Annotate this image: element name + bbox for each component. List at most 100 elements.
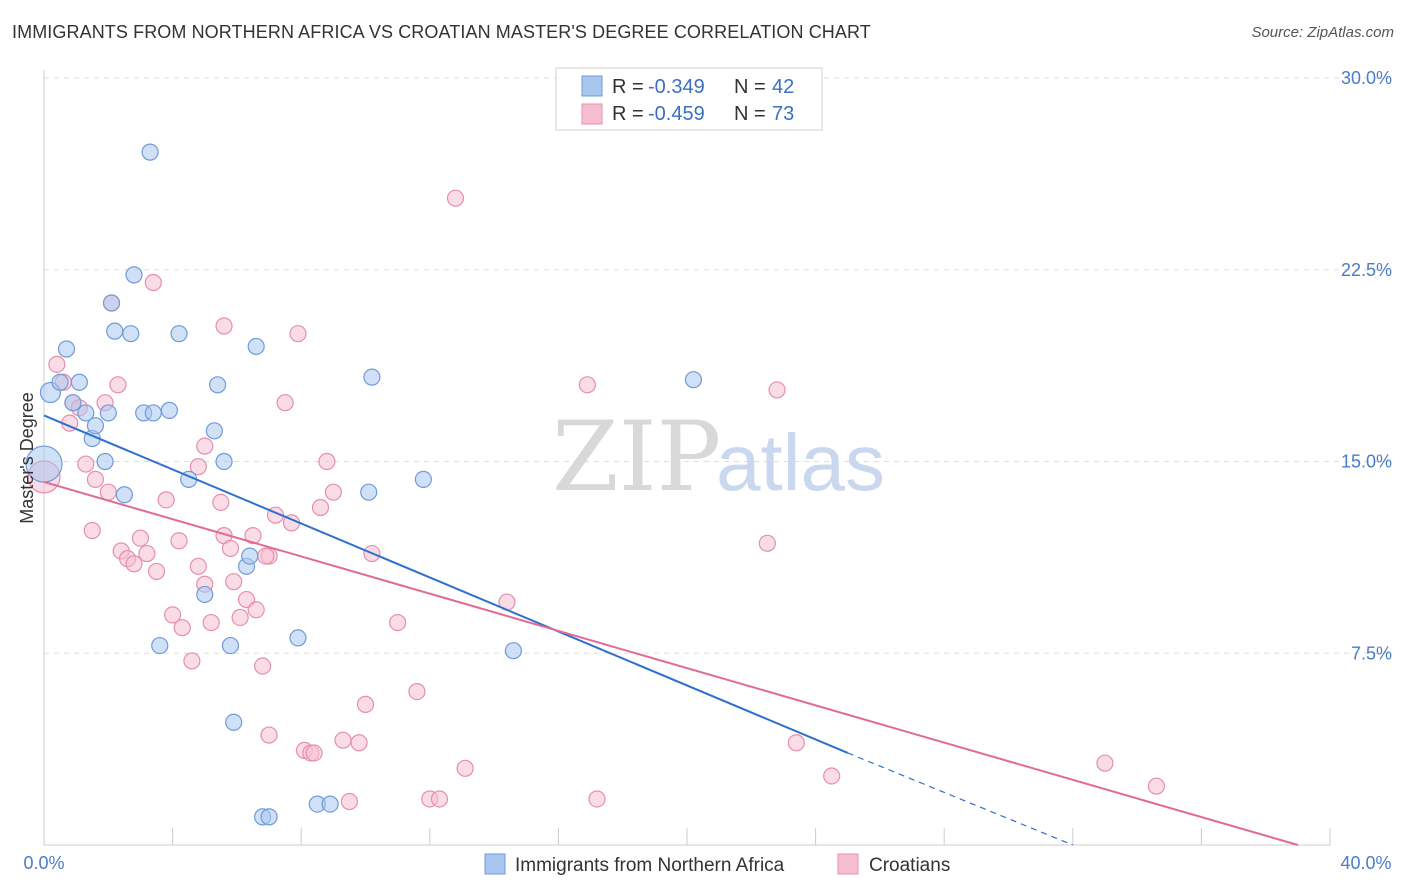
croatians-point <box>823 767 841 785</box>
northern-africa-point <box>225 713 243 731</box>
croatians-point <box>189 458 207 476</box>
croatians-point <box>289 325 307 343</box>
croatians-point <box>99 483 117 501</box>
northern-africa-point <box>96 452 114 471</box>
northern-africa-point <box>99 404 117 422</box>
croatians-point <box>446 189 465 207</box>
northern-africa-point <box>122 325 140 343</box>
croatians-point <box>173 619 191 637</box>
legend-r-label-pink: R = <box>612 103 644 125</box>
croatians-point <box>324 483 342 501</box>
northern-africa-point <box>51 373 69 391</box>
croatians-point <box>131 529 150 547</box>
legend-n-label-blue: N = <box>734 76 766 98</box>
croatians-point <box>48 355 66 373</box>
northern-africa-point <box>77 404 95 422</box>
bottom-legend-swatch-pink <box>837 853 859 875</box>
croatians-point <box>138 544 156 563</box>
northern-africa-point <box>241 547 259 565</box>
northern-africa-point <box>205 422 223 440</box>
northern-africa-point <box>160 401 178 419</box>
legend-r-value-pink: -0.459 <box>648 103 705 125</box>
watermark-atlas: atlas <box>716 418 885 507</box>
northern-africa-point <box>64 394 82 412</box>
northern-africa-point <box>360 483 378 501</box>
northern-africa-point <box>144 404 162 422</box>
northern-africa-point <box>684 371 703 389</box>
northern-africa-point <box>289 629 307 647</box>
northern-africa-point <box>70 373 88 391</box>
northern-africa-point <box>504 642 522 660</box>
correlation-legend: R = -0.349 N = 42 R = -0.459 N = 73 <box>555 67 823 131</box>
watermark: ZIP atlas <box>552 401 885 513</box>
croatians-point <box>164 606 182 624</box>
northern-africa-point <box>221 636 240 655</box>
trend-line-croatians <box>43 480 1299 846</box>
croatians-point <box>144 273 162 292</box>
croatians-point <box>340 792 359 811</box>
croatians-point <box>588 790 606 808</box>
legend-r-label-blue: R = <box>612 76 644 98</box>
northern-africa-point <box>209 376 227 394</box>
croatians-point <box>311 498 330 517</box>
croatians-point <box>170 532 188 550</box>
legend-swatch-pink <box>581 103 603 125</box>
source-credit: Source: ZipAtlas.com <box>1251 24 1394 41</box>
croatians-point <box>212 493 230 512</box>
legend-n-value-blue: 42 <box>772 76 794 98</box>
trend-line-northern-africa-extension <box>847 752 1074 846</box>
croatians-point <box>787 734 805 752</box>
croatians-point <box>758 534 776 552</box>
croatians-point <box>356 695 375 713</box>
croatians-point <box>1147 777 1165 795</box>
legend-n-label-pink: N = <box>734 103 766 125</box>
croatians-point <box>334 731 352 749</box>
trend-lines <box>43 414 1299 846</box>
northern-africa-point <box>102 294 121 312</box>
croatians-point <box>578 376 596 394</box>
bottom-legend-label-blue: Immigrants from Northern Africa <box>515 855 785 876</box>
croatians-point <box>189 557 207 575</box>
northern-africa-point <box>247 337 265 356</box>
croatians-point <box>408 682 426 701</box>
trend-line-northern-africa <box>43 414 849 754</box>
northern-africa-point <box>115 486 133 504</box>
croatians-point <box>254 657 272 675</box>
croatians-point <box>202 613 220 632</box>
croatians-point <box>305 744 323 762</box>
northern-africa-point <box>106 322 124 340</box>
croatians-point <box>276 394 294 412</box>
croatians-point <box>196 437 214 455</box>
croatians-point <box>1096 754 1114 772</box>
gridlines <box>44 77 1392 654</box>
y-tick-label: 22.5% <box>1341 260 1392 280</box>
croatians-point <box>147 562 166 581</box>
bottom-legend-swatch-blue <box>484 853 506 875</box>
northern-africa-point <box>170 325 188 343</box>
series-legend: Immigrants from Northern Africa Croatian… <box>484 853 950 876</box>
x-tick-label-min: 0.0% <box>23 853 64 873</box>
croatians-point <box>430 790 449 808</box>
legend-swatch-blue <box>581 75 603 97</box>
y-axis-label: Master's Degree <box>17 392 37 523</box>
croatians-point <box>350 734 368 752</box>
croatians-point <box>109 376 127 394</box>
croatians-point <box>125 555 143 573</box>
northern-africa-point <box>260 808 278 826</box>
northern-africa-point <box>215 452 233 471</box>
croatians-point <box>260 726 278 744</box>
croatians-point <box>77 455 95 473</box>
croatians-point <box>215 317 233 335</box>
legend-n-value-pink: 73 <box>772 103 794 125</box>
croatians-point <box>83 521 101 540</box>
y-tick-label: 30.0% <box>1341 68 1392 88</box>
northern-africa-point <box>321 795 339 813</box>
northern-africa-point <box>196 585 214 604</box>
croatians-point <box>318 452 336 471</box>
northern-africa-point <box>125 266 143 284</box>
chart-title: IMMIGRANTS FROM NORTHERN AFRICA VS CROAT… <box>12 22 871 42</box>
croatians-point <box>247 601 265 619</box>
northern-africa-point <box>363 368 381 386</box>
croatians-point <box>257 547 275 565</box>
